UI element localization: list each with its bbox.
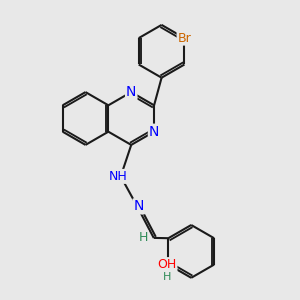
- Text: N: N: [126, 85, 136, 99]
- Text: H: H: [139, 231, 148, 244]
- Text: N: N: [149, 125, 159, 139]
- Text: H: H: [163, 272, 171, 282]
- Text: N: N: [134, 200, 144, 213]
- Text: NH: NH: [108, 170, 127, 183]
- Text: OH: OH: [157, 258, 176, 271]
- Text: Br: Br: [178, 32, 191, 45]
